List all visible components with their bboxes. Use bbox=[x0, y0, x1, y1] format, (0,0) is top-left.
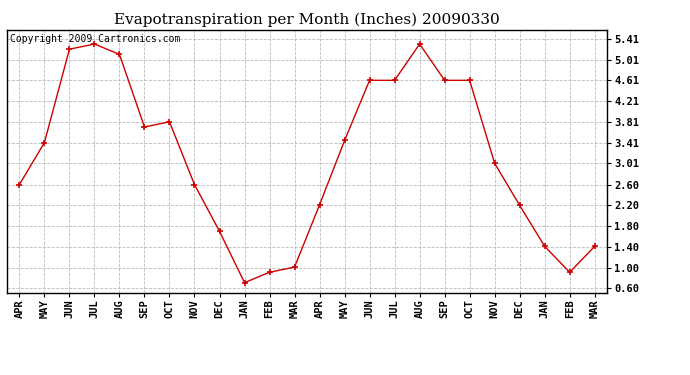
Text: Copyright 2009 Cartronics.com: Copyright 2009 Cartronics.com bbox=[10, 34, 180, 44]
Title: Evapotranspiration per Month (Inches) 20090330: Evapotranspiration per Month (Inches) 20… bbox=[114, 13, 500, 27]
